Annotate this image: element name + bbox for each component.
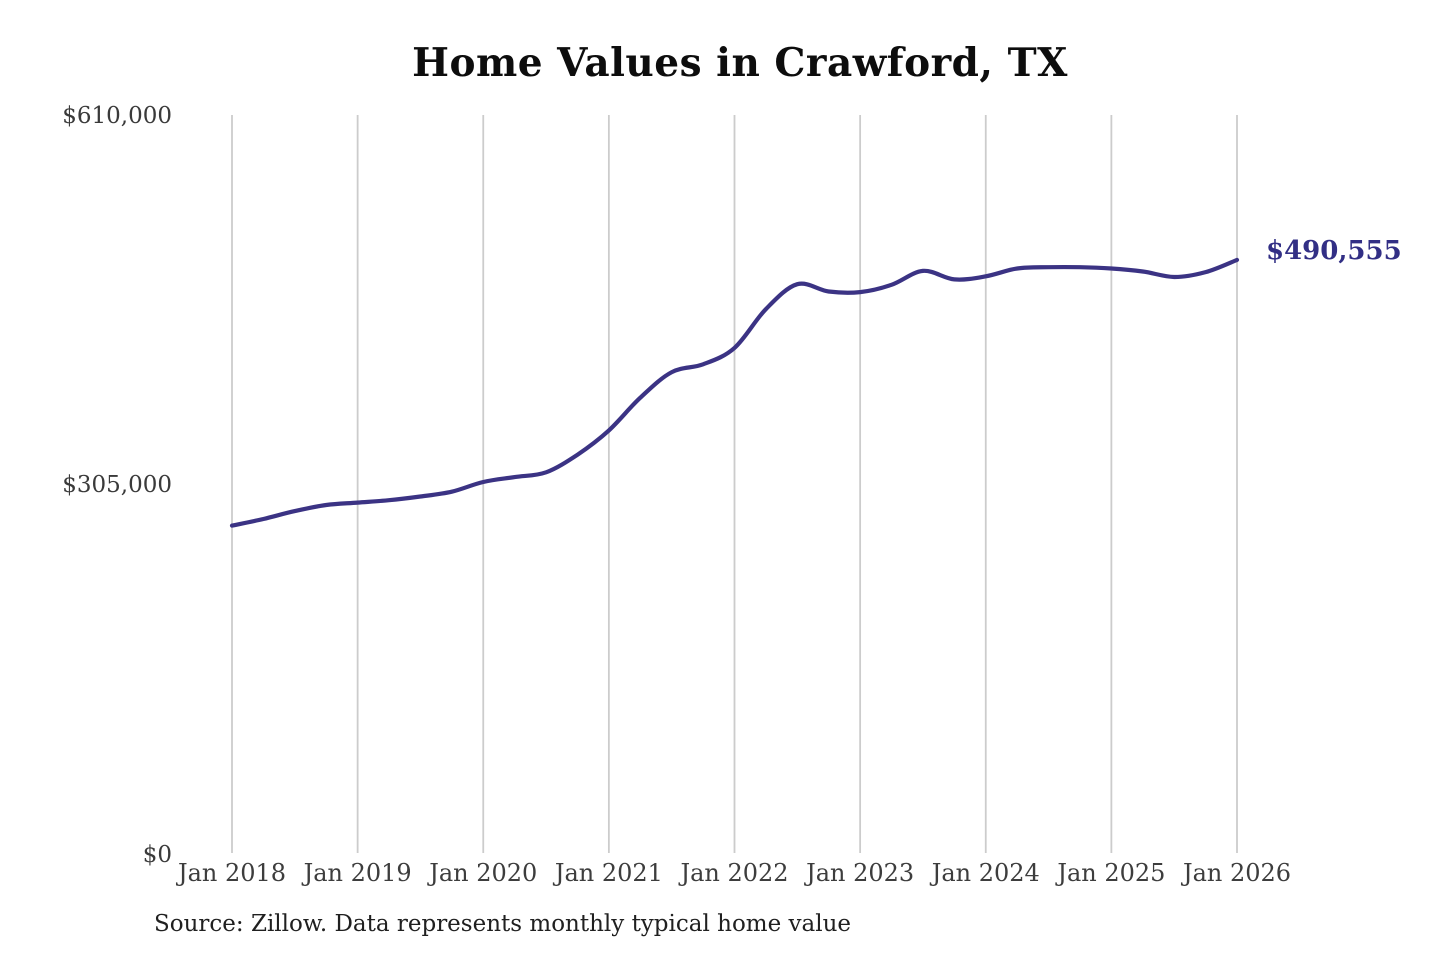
x-axis-tick-label: Jan 2025 — [1057, 859, 1166, 887]
x-axis-tick-label: Jan 2018 — [177, 859, 287, 887]
y-axis-tick-label-0: $0 — [142, 842, 172, 868]
x-axis-tick-label: Jan 2021 — [554, 859, 663, 887]
home-value-line — [229, 257, 1240, 528]
x-axis-tick-label: Jan 2019 — [303, 859, 412, 887]
y-axis-tick-label-305000: $305,000 — [62, 472, 172, 498]
source-note: Source: Zillow. Data represents monthly … — [154, 911, 852, 937]
end-value-label: $490,555 — [1266, 236, 1402, 266]
x-axis-tick-label: Jan 2020 — [429, 859, 538, 887]
x-axis-tick-label: Jan 2023 — [806, 859, 915, 887]
x-axis-tick-label: Jan 2022 — [680, 859, 789, 887]
x-axis-tick-label: Jan 2024 — [931, 859, 1040, 887]
gridlines — [231, 115, 1238, 853]
y-axis-tick-label-610000: $610,000 — [62, 103, 172, 129]
x-axis-tick-label: Jan 2026 — [1182, 859, 1292, 887]
chart-title: Home Values in Crawford, TX — [412, 40, 1068, 86]
